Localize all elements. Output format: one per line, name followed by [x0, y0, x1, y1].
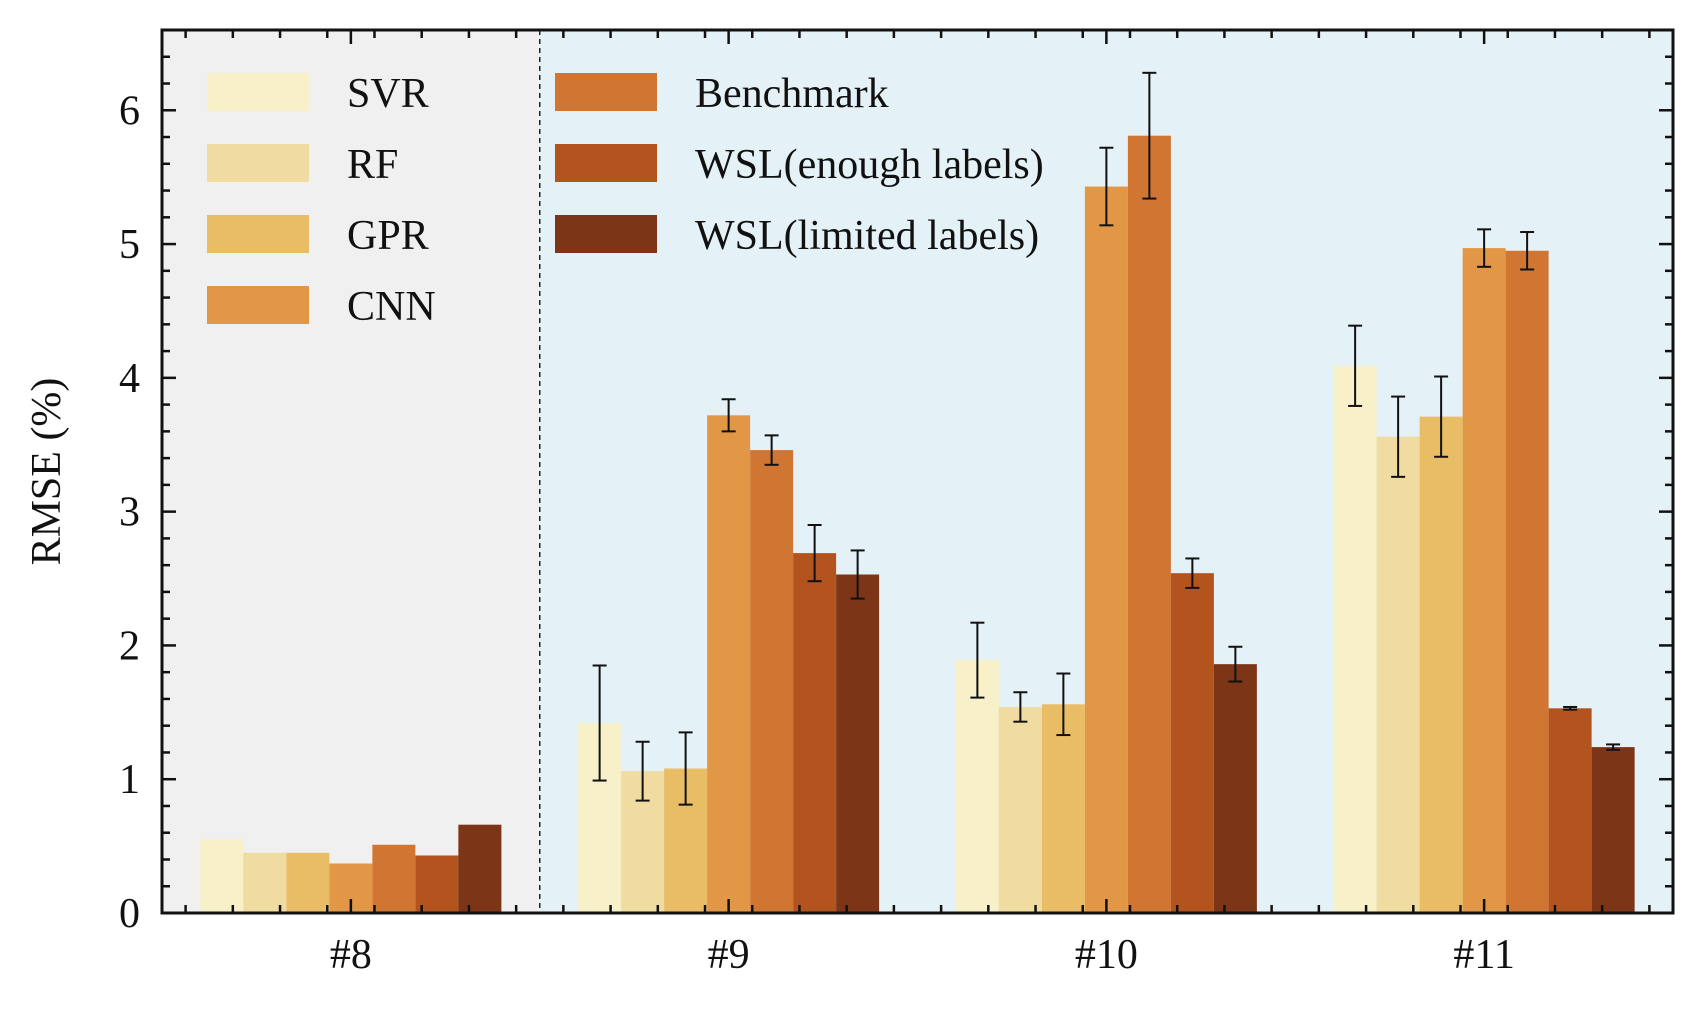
error-bar-10-1 [1013, 691, 1028, 723]
legend-item-0: SVR [207, 71, 429, 117]
error-bar-9-2 [678, 731, 693, 806]
bar-10-2 [1041, 704, 1085, 913]
y-tick-labels: 0 1 2 3 4 5 6 [119, 88, 140, 937]
legend-swatch [207, 286, 309, 324]
error-bar-11-4 [1520, 231, 1535, 271]
bar-10-3 [1084, 186, 1128, 914]
bar-11-4 [1505, 250, 1549, 913]
bar-11-6 [1591, 747, 1635, 913]
error-bar-11-5 [1563, 705, 1578, 711]
bar-11-2 [1419, 416, 1463, 913]
legend-swatch [207, 215, 309, 253]
error-bar-11-1 [1391, 395, 1406, 478]
error-bar-11-3 [1477, 228, 1492, 268]
error-bar-10-5 [1185, 557, 1200, 589]
legend-item-4: Benchmark [555, 71, 889, 117]
bar-8-0 [200, 839, 244, 913]
y-tick-label: 1 [119, 757, 140, 803]
x-tick-label: #9 [708, 932, 750, 978]
bar-9-3 [707, 415, 751, 913]
bar-10-4 [1127, 135, 1171, 913]
legend-item-2: GPR [207, 213, 429, 259]
y-tick-label: 5 [119, 222, 140, 268]
error-bar-11-2 [1434, 375, 1449, 458]
x-tick-label: #10 [1075, 932, 1138, 978]
bar-10-5 [1170, 573, 1214, 913]
legend-label: CNN [347, 284, 436, 330]
legend-label: WSL(limited labels) [695, 213, 1039, 259]
y-tick-label: 6 [119, 88, 140, 134]
legend-label: SVR [347, 71, 429, 117]
error-bar-10-4 [1142, 71, 1157, 200]
bar-8-6 [458, 824, 502, 913]
legend-item-5: WSL(enough labels) [555, 142, 1044, 188]
x-tick-label: #8 [330, 932, 372, 978]
y-tick-label: 0 [119, 891, 140, 937]
bar-8-1 [243, 852, 287, 913]
error-bar-10-0 [970, 621, 985, 699]
error-bar-10-3 [1099, 146, 1114, 227]
bar-10-1 [998, 706, 1042, 913]
legend-swatch [555, 215, 657, 253]
legend: SVR RF GPR CNN Benchmark WSL(enough labels) WS… [207, 71, 1044, 330]
x-tick-label: #11 [1453, 932, 1514, 978]
error-bar-10-6 [1228, 645, 1243, 683]
legend-swatch [207, 73, 309, 111]
y-tick-label: 2 [119, 623, 140, 669]
bar-11-5 [1548, 708, 1592, 913]
bar-11-1 [1376, 436, 1420, 913]
legend-label: WSL(enough labels) [695, 142, 1044, 188]
error-bars-layer [592, 71, 1621, 806]
plot-frame [160, 28, 1675, 915]
x-tick-labels: #8 #9 #10 #11 [330, 932, 1515, 978]
bar-8-2 [286, 852, 330, 913]
y-tick-label: 3 [119, 490, 140, 536]
y-axis-title: RMSE (%) [24, 378, 70, 566]
legend-label: RF [347, 142, 398, 188]
bar-9-4 [750, 450, 794, 913]
error-bar-10-2 [1056, 672, 1071, 737]
bar-10-6 [1213, 664, 1257, 913]
error-bar-9-0 [592, 664, 607, 782]
legend-swatch [555, 144, 657, 182]
error-bar-9-1 [635, 740, 650, 802]
bar-10-0 [955, 660, 999, 913]
legend-swatch [207, 144, 309, 182]
bar-8-5 [415, 855, 459, 913]
legend-item-3: CNN [207, 284, 436, 330]
bar-11-3 [1462, 248, 1506, 914]
error-bar-9-5 [807, 524, 822, 583]
legend-label: GPR [347, 213, 429, 259]
bar-8-4 [372, 844, 416, 913]
error-bar-9-6 [850, 549, 865, 600]
legend-swatch [555, 73, 657, 111]
y-tick-label: 4 [119, 356, 140, 402]
bar-11-0 [1333, 365, 1377, 913]
bar-9-5 [793, 553, 837, 913]
legend-item-1: RF [207, 142, 398, 188]
error-bar-9-3 [721, 398, 736, 433]
error-bar-9-4 [764, 434, 779, 466]
error-bar-11-0 [1348, 324, 1363, 407]
legend-item-6: WSL(limited labels) [555, 213, 1039, 259]
bar-9-6 [836, 574, 880, 913]
error-bar-11-6 [1606, 743, 1621, 751]
legend-label: Benchmark [695, 71, 889, 117]
